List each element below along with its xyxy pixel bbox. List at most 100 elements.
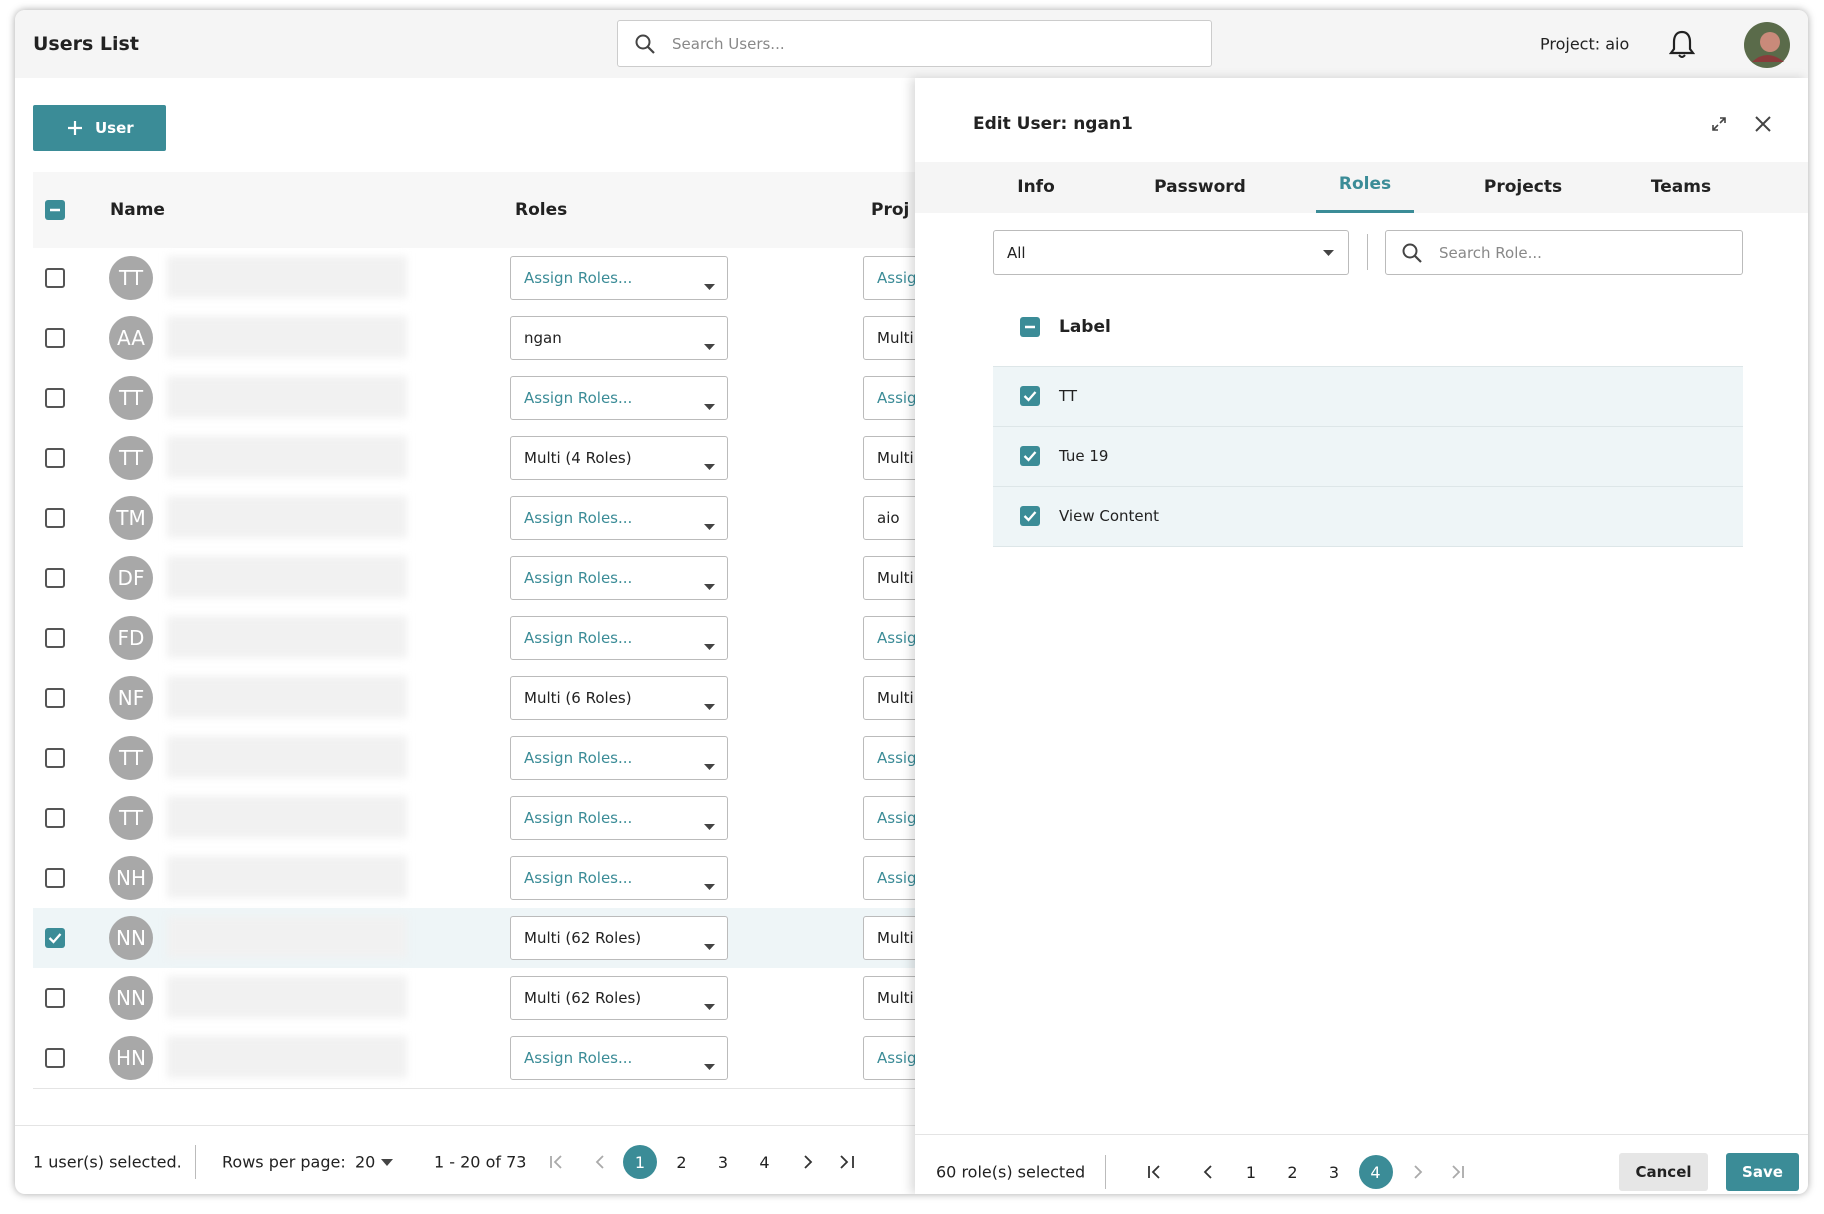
roles-dropdown[interactable]: Assign Roles... xyxy=(510,736,728,780)
page-button[interactable]: 1 xyxy=(1245,1162,1257,1182)
role-search-placeholder: Search Role... xyxy=(1439,244,1542,262)
tab[interactable]: Teams xyxy=(1650,177,1712,197)
avatar-initials: HN xyxy=(116,1046,146,1070)
role-search[interactable]: Search Role... xyxy=(1385,230,1743,275)
name-blur xyxy=(167,436,407,478)
avatar-initials: DF xyxy=(117,566,145,590)
name-blur xyxy=(167,736,407,778)
page-range: 1 - 20 of 73 xyxy=(434,1152,527,1172)
row-checkbox[interactable] xyxy=(45,268,65,288)
roles-value: ngan xyxy=(524,329,562,347)
row-checkbox[interactable] xyxy=(45,388,65,408)
role-checkbox[interactable] xyxy=(1020,386,1040,406)
roles-dropdown[interactable]: Assign Roles... xyxy=(510,1036,728,1080)
avatar-initials: TT xyxy=(118,446,144,470)
role-checkbox[interactable] xyxy=(1020,506,1040,526)
row-checkbox[interactable] xyxy=(45,508,65,528)
row-checkbox[interactable] xyxy=(45,448,65,468)
page-button[interactable]: 2 xyxy=(676,1152,687,1172)
profile-avatar[interactable] xyxy=(1744,22,1790,68)
tab[interactable]: Info xyxy=(1017,177,1055,197)
role-filter[interactable]: All xyxy=(993,230,1349,275)
close-button[interactable] xyxy=(1754,115,1772,133)
name-blur xyxy=(167,976,407,1018)
roles-dropdown[interactable]: Assign Roles... xyxy=(510,616,728,660)
page-title: Users List xyxy=(33,33,139,55)
page-button[interactable]: 3 xyxy=(717,1152,729,1172)
row-checkbox[interactable] xyxy=(45,328,65,348)
roles-dropdown[interactable]: Assign Roles... xyxy=(510,796,728,840)
name-blur xyxy=(167,376,407,418)
project-label[interactable]: Project: aio xyxy=(1540,34,1630,54)
row-checkbox[interactable] xyxy=(45,628,65,648)
add-user-button[interactable]: User xyxy=(33,105,166,151)
edit-user-panel: Edit User: ngan1 All Search Role... Labe… xyxy=(915,78,1808,1194)
page-button[interactable]: 1 xyxy=(623,1145,657,1179)
roles-dropdown[interactable]: Multi (62 Roles) xyxy=(510,916,728,960)
role-checkbox[interactable] xyxy=(1020,446,1040,466)
select-all-roles[interactable] xyxy=(1020,317,1040,337)
cancel-button[interactable]: Cancel xyxy=(1619,1153,1708,1191)
plus-icon xyxy=(68,121,82,135)
table-header xyxy=(33,172,933,249)
name-blur xyxy=(167,496,407,538)
column-header: Roles xyxy=(515,200,568,220)
user-avatar xyxy=(109,736,153,780)
filter-separator xyxy=(1367,234,1368,270)
page-button[interactable]: 4 xyxy=(1358,1155,1393,1189)
app-window: Users List Search Users... Project: aio … xyxy=(15,10,1808,1194)
row-checkbox[interactable] xyxy=(45,688,65,708)
avatar-initials: TT xyxy=(118,386,144,410)
projects-dropdown[interactable]: Multi xyxy=(863,916,943,960)
roles-caret xyxy=(704,815,715,834)
roles-dropdown[interactable]: Assign Roles... xyxy=(510,376,728,420)
row-checkbox[interactable] xyxy=(45,868,65,888)
page-button[interactable]: 4 xyxy=(759,1152,770,1172)
expand-button[interactable] xyxy=(1711,116,1727,132)
roles-dropdown[interactable]: ngan xyxy=(510,316,728,360)
role-pagination-arrows[interactable] xyxy=(1147,1164,1467,1180)
roles-dropdown[interactable]: Multi (62 Roles) xyxy=(510,976,728,1020)
row-checkbox[interactable] xyxy=(45,568,65,588)
roles-caret xyxy=(704,875,715,894)
notification-bell[interactable] xyxy=(1669,29,1695,59)
rows-per-page-label: Rows per page: xyxy=(222,1152,346,1172)
projects-value: Multi xyxy=(877,569,914,587)
tab[interactable]: Password xyxy=(1154,177,1246,197)
rows-per-page-value[interactable]: 20 xyxy=(355,1152,376,1172)
row-checkbox[interactable] xyxy=(45,748,65,768)
name-blur xyxy=(167,316,407,358)
row-checkbox[interactable] xyxy=(45,988,65,1008)
role-label: TT xyxy=(1059,387,1078,405)
projects-dropdown[interactable]: Assig xyxy=(863,1036,943,1080)
user-avatar xyxy=(109,256,153,300)
roles-dropdown[interactable]: Multi (6 Roles) xyxy=(510,676,728,720)
user-search[interactable]: Search Users... xyxy=(617,20,1212,67)
roles-dropdown[interactable]: Assign Roles... xyxy=(510,556,728,600)
projects-value: Assig xyxy=(877,749,917,767)
save-button[interactable]: Save xyxy=(1726,1153,1799,1191)
tab[interactable]: Roles xyxy=(1338,174,1392,194)
page-button[interactable]: 2 xyxy=(1287,1162,1298,1182)
roles-dropdown[interactable]: Multi (4 Roles) xyxy=(510,436,728,480)
select-all-checkbox[interactable] xyxy=(45,200,65,220)
column-header: Name xyxy=(110,200,165,220)
roles-dropdown[interactable]: Assign Roles... xyxy=(510,856,728,900)
page-button[interactable]: 3 xyxy=(1328,1162,1340,1182)
row-checkbox[interactable] xyxy=(45,1048,65,1068)
roles-dropdown[interactable]: Assign Roles... xyxy=(510,496,728,540)
pagination-arrows[interactable] xyxy=(549,1154,879,1170)
roles-value: Assign Roles... xyxy=(524,269,633,287)
row-checkbox[interactable] xyxy=(45,928,65,948)
roles-dropdown[interactable]: Assign Roles... xyxy=(510,256,728,300)
role-selection-count: 60 role(s) selected xyxy=(936,1162,1086,1182)
role-row xyxy=(993,486,1743,547)
roles-caret xyxy=(704,755,715,774)
rows-per-page-caret[interactable] xyxy=(381,1159,393,1166)
avatar-initials: NN xyxy=(116,986,146,1010)
selection-count: 1 user(s) selected. xyxy=(33,1152,182,1172)
row-checkbox[interactable] xyxy=(45,808,65,828)
tab[interactable]: Projects xyxy=(1483,177,1563,197)
roles-value: Assign Roles... xyxy=(524,1049,633,1067)
user-avatar xyxy=(109,496,153,540)
